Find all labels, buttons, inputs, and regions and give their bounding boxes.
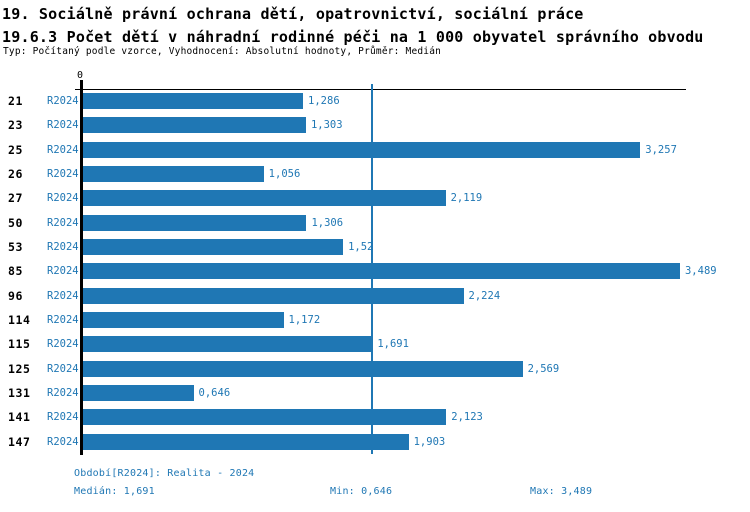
chart-row: 21 R2024 1,286 [0,89,750,113]
bar [83,239,344,256]
bar [83,287,464,304]
chart-title-line-1: 19. Sociálně právní ochrana dětí, opatro… [2,5,584,23]
bar [83,166,264,183]
bar-value-label: 1,306 [311,216,344,229]
y-axis-line [80,80,83,455]
chart-row: 115 R2024 1,691 [0,332,750,356]
bar-value-label: 2,569 [527,362,560,375]
bar [83,263,680,280]
series-period-label: R2024 [47,119,79,132]
category-label: 125 [8,361,31,376]
category-label: 96 [8,288,24,303]
series-period-label: R2024 [47,338,79,351]
chart-row: 96 R2024 2,224 [0,284,750,308]
bar [83,360,523,377]
series-period-label: R2024 [47,192,79,205]
bar-value-label: 2,224 [468,289,501,302]
chart-subtitle: Typ: Počítaný podle vzorce, Vyhodnocení:… [3,46,442,57]
series-period-label: R2024 [47,95,79,108]
bar [83,433,409,450]
chart-row: 25 R2024 3,257 [0,138,750,162]
category-label: 147 [8,434,31,449]
series-period-label: R2024 [47,435,79,448]
series-period-label: R2024 [47,314,79,327]
series-period-label: R2024 [47,216,79,229]
bar [83,93,304,110]
bar-value-label: 1,172 [288,314,321,327]
bar-value-label: 1,691 [377,338,409,351]
x-axis-line [75,89,686,91]
bar [83,214,307,231]
series-period-label: R2024 [47,241,79,254]
bar-value-label: 1,903 [413,435,446,448]
bar-value-label: 2,123 [451,411,483,424]
bar [83,190,446,207]
footer-period-label: Období[R2024]: Realita - 2024 [74,468,255,479]
series-period-label: R2024 [47,143,79,156]
category-label: 27 [8,191,24,206]
series-period-label: R2024 [47,411,79,424]
chart-row: 147 R2024 1,903 [0,430,750,454]
plot-area: 0 21 R2024 1,286 23 R2024 1,303 25 R2024 3,257 26… [0,70,750,455]
bar [83,141,641,158]
series-period-label: R2024 [47,387,79,400]
bar [83,117,306,134]
bar-value-label: 1,286 [308,95,340,108]
chart-row: 26 R2024 1,056 [0,162,750,186]
x-axis-zero-label: 0 [77,70,84,81]
category-label: 23 [8,118,24,133]
bar-value-label: 0,646 [198,387,231,400]
chart-row: 114 R2024 1,172 [0,308,750,332]
category-label: 131 [8,386,31,401]
chart-title-line-2: 19.6.3 Počet dětí v náhradní rodinné péč… [2,28,704,46]
chart-row: 53 R2024 1,52 [0,235,750,259]
bar-value-label: 3,257 [645,143,677,156]
category-label: 114 [8,313,31,328]
chart-row: 85 R2024 3,489 [0,259,750,283]
series-period-label: R2024 [47,265,79,278]
bar-value-label: 1,303 [310,119,343,132]
chart-row: 141 R2024 2,123 [0,405,750,429]
footer-median-label: Medián: 1,691 [74,486,155,497]
footer-min-label: Min: 0,646 [330,486,393,497]
bar [83,409,447,426]
chart-row: 23 R2024 1,303 [0,113,750,137]
category-label: 141 [8,410,31,425]
series-period-label: R2024 [47,362,79,375]
chart-row: 27 R2024 2,119 [0,186,750,210]
chart-row: 50 R2024 1,306 [0,211,750,235]
bar-value-label: 1,52 [348,241,374,254]
category-label: 26 [8,167,24,182]
category-label: 53 [8,240,24,255]
bar [83,312,284,329]
bar-value-label: 1,056 [268,168,301,181]
series-period-label: R2024 [47,289,79,302]
bar [83,336,373,353]
chart-row: 125 R2024 2,569 [0,357,750,381]
category-label: 115 [8,337,31,352]
bar [83,385,194,402]
chart-row: 131 R2024 0,646 [0,381,750,405]
series-period-label: R2024 [47,168,79,181]
footer-max-label: Max: 3,489 [530,486,593,497]
category-label: 21 [8,94,24,109]
category-label: 50 [8,215,24,230]
bar-value-label: 2,119 [450,192,483,205]
category-label: 25 [8,142,24,157]
category-label: 85 [8,264,24,279]
bars-container: 21 R2024 1,286 23 R2024 1,303 25 R2024 3,257 26 R2… [0,89,750,454]
bar-value-label: 3,489 [684,265,717,278]
